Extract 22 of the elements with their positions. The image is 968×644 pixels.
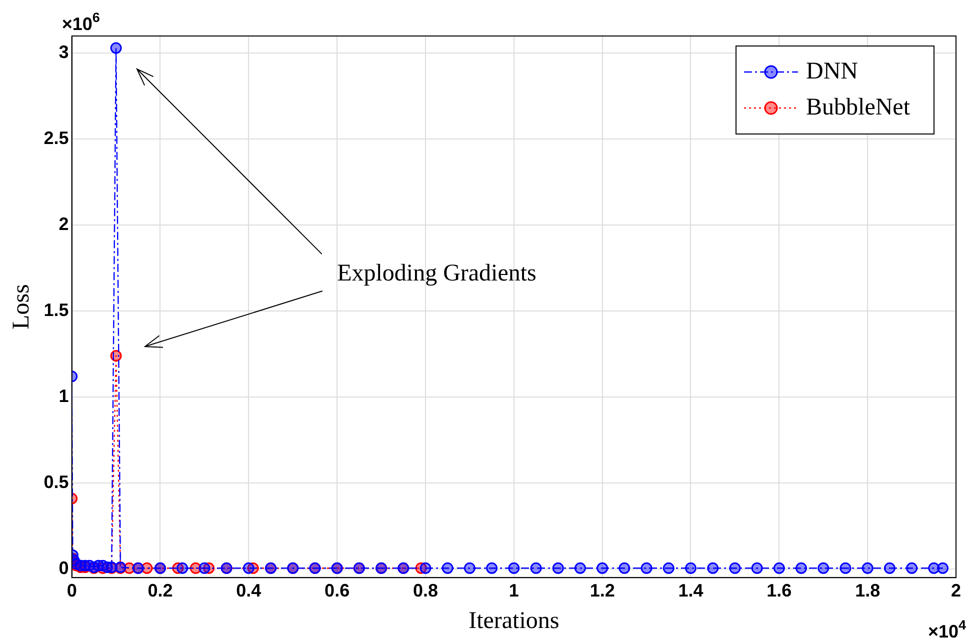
y-tick-label: 3 [58,42,69,62]
y-tick-label: 2 [58,214,69,234]
x-tick-label: 1.8 [855,580,880,600]
x-tick-label: 0.6 [324,580,350,600]
y-tick-label: 1 [58,386,69,406]
y-tick-label: 0.5 [44,472,69,492]
x-axis-title: Iterations [468,608,560,634]
y-tick-label: 0 [58,558,69,578]
x-tick-label: 0.4 [236,580,262,600]
x-tick-label: 1 [508,580,519,600]
x-tick-label: 0.2 [148,580,173,600]
x-tick-label: 2 [950,580,962,600]
y-tick-label: 2.5 [44,128,69,148]
x-tick-label: 1.4 [678,580,704,600]
x-tick-label: 1.6 [766,580,792,600]
legend-label: DNN [806,58,858,84]
y-tick-label: 1.5 [44,300,69,320]
legend-label: BubbleNet [806,94,910,120]
x-tick-label: 0.8 [412,580,438,600]
y-axis-title: Loss [8,284,35,330]
annotation: Exploding Gradients [337,260,536,287]
x-tick-label: 1.2 [590,580,615,600]
